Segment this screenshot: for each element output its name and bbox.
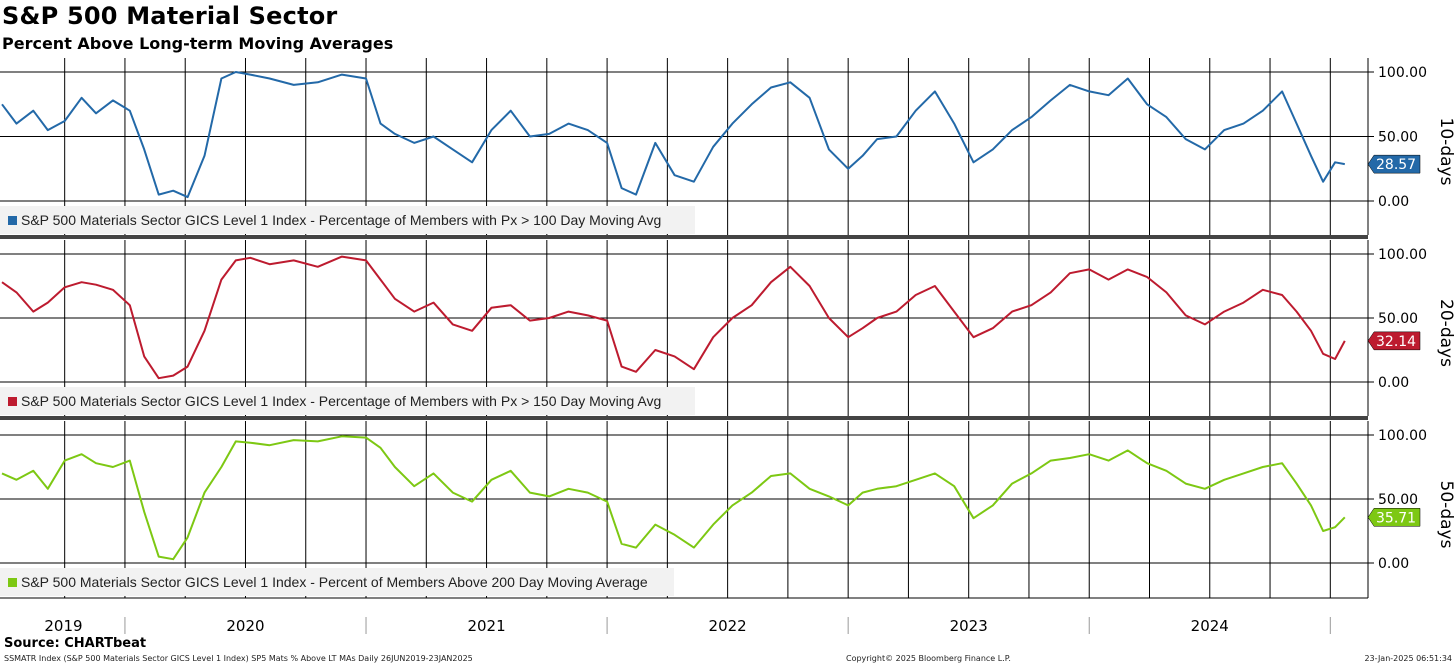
legend-swatch [8, 216, 17, 225]
legend-swatch [8, 578, 17, 587]
last-value-text: 32.14 [1376, 334, 1416, 350]
last-value-tag: 28.57 [1367, 154, 1421, 174]
last-value-text: 28.57 [1376, 157, 1416, 173]
x-year-label: 2019 [44, 617, 82, 635]
y-tick-label: 50.00 [1378, 130, 1418, 146]
panel-side-label: 20-days [1436, 299, 1456, 367]
y-tick-label: 0.00 [1378, 375, 1409, 391]
panel-side-label: 10-days [1436, 118, 1456, 186]
legend-label: S&P 500 Materials Sector GICS Level 1 In… [21, 393, 661, 409]
chart-title: S&P 500 Material Sector [2, 2, 338, 30]
last-value-tag: 35.71 [1367, 508, 1421, 527]
legend-swatch [8, 397, 17, 406]
x-year-label: 2022 [709, 617, 747, 635]
footer-index-info: SSMATR Index (S&P 500 Materials Sector G… [4, 654, 473, 663]
y-tick-label: 0.00 [1378, 556, 1409, 572]
y-tick-label: 50.00 [1378, 311, 1418, 327]
x-year-label: 2024 [1191, 617, 1229, 635]
legend-box [0, 206, 695, 234]
chart-subtitle: Percent Above Long-term Moving Averages [2, 34, 394, 53]
legend-box [0, 387, 695, 415]
series-line-10-days [1, 71, 1345, 199]
y-tick-label: 100.00 [1378, 65, 1427, 81]
footer-copyright: Copyright© 2025 Bloomberg Finance L.P. [846, 654, 1011, 663]
x-year-label: 2023 [950, 617, 988, 635]
footer-timestamp: 23-Jan-2025 06:51:34 [1364, 654, 1452, 663]
panel-20-days: 0.00 50.00 100.00 32.14 20-days S&P 500 Mater… [0, 240, 1456, 416]
panel-separator [0, 416, 1368, 420]
legend-label: S&P 500 Materials Sector GICS Level 1 In… [21, 212, 661, 228]
last-value-tag: 32.14 [1367, 331, 1421, 351]
legend-box [0, 568, 674, 596]
panel-10-days: 0.00 50.00 100.00 28.57 10-days S&P 500 Mater… [0, 58, 1456, 235]
last-value-text: 35.71 [1376, 510, 1416, 526]
source-note: Source: CHARTbeat [4, 636, 147, 651]
y-tick-label: 50.00 [1378, 492, 1418, 508]
panel-side-label: 50-days [1436, 481, 1456, 549]
panel-separator [0, 235, 1368, 239]
y-tick-label: 100.00 [1378, 428, 1427, 444]
last-value-box [1367, 154, 1421, 174]
x-year-label: 2021 [467, 617, 505, 635]
panel-50-days: 0.00 50.00 100.00 35.71 50-days S&P 500 Mater… [0, 421, 1456, 598]
legend-label: S&P 500 Materials Sector GICS Level 1 In… [21, 574, 648, 590]
y-tick-label: 100.00 [1378, 247, 1427, 263]
last-value-box [1367, 331, 1421, 351]
series-line-50-days [1, 435, 1346, 561]
x-year-label: 2020 [226, 617, 264, 635]
y-tick-label: 0.00 [1378, 194, 1409, 210]
series-line-20-days [1, 255, 1346, 380]
last-value-box [1367, 508, 1421, 527]
